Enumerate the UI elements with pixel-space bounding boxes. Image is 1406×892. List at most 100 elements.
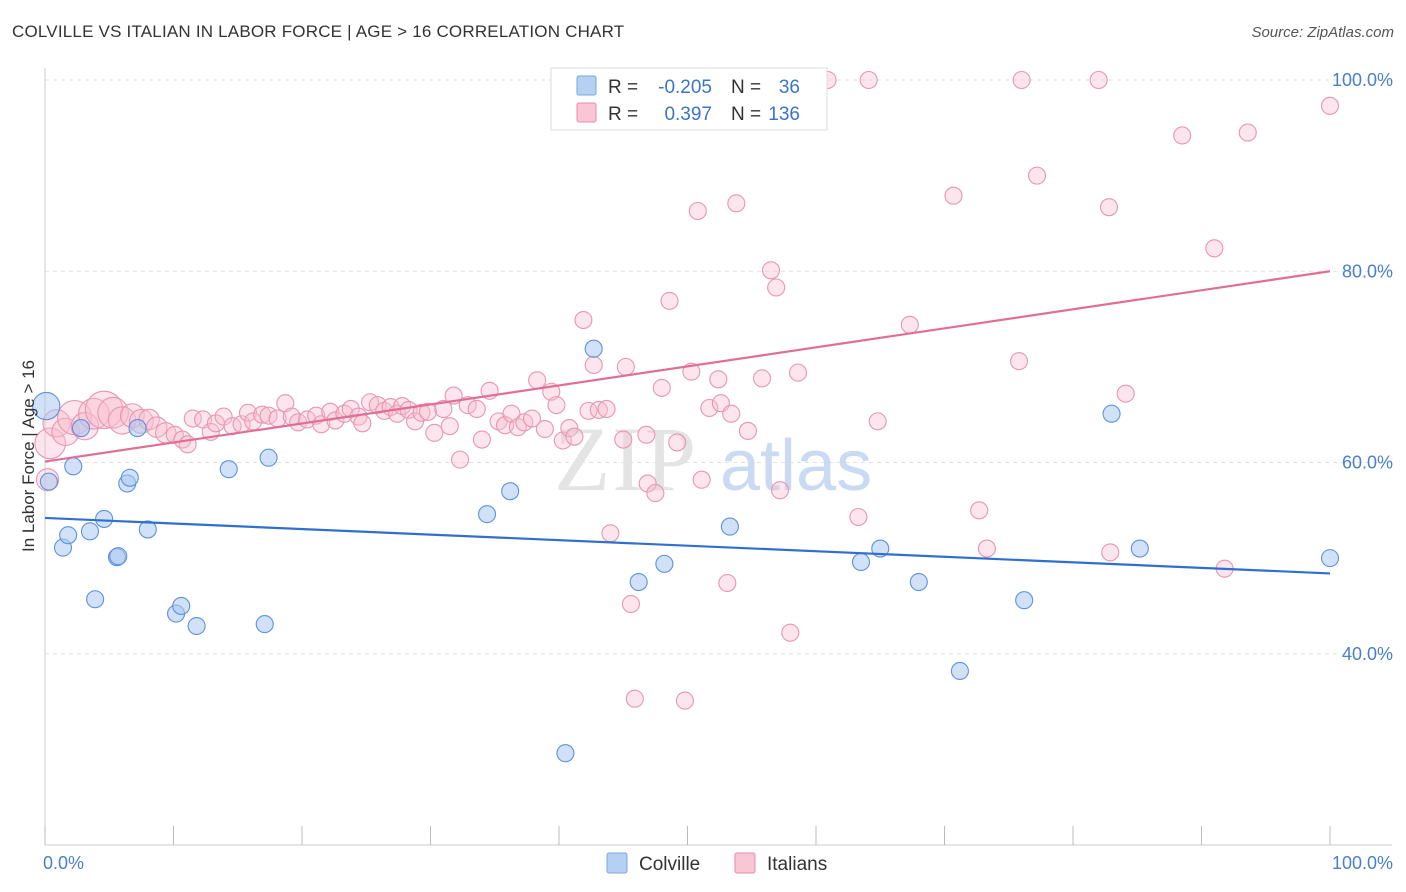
italians-point-77 [589, 400, 608, 419]
italians-point-97 [718, 573, 737, 593]
tick-labels: 40.0% 60.0% 80.0% 100.0% 0.0% 100.0% [43, 70, 1393, 873]
series-legend-swatch-italians [734, 852, 756, 874]
colville-point-18 [219, 460, 238, 479]
chart-title: COLVILLE VS ITALIAN IN LABOR FORCE | AGE… [12, 22, 625, 41]
italians-point-39 [341, 399, 360, 419]
colville-point-7 [86, 590, 105, 609]
legend: R = -0.205 N = 36 R = 0.397 N = 136 [550, 67, 828, 131]
legend-swatch-italians [576, 102, 597, 123]
italians-point-51 [418, 402, 437, 421]
series-legend-label-colville: Colville [639, 854, 700, 875]
italians-point-85 [638, 474, 657, 493]
colville-point-28 [851, 552, 871, 572]
italians-point-1 [34, 427, 66, 460]
italians-point-78 [597, 399, 616, 419]
legend-r-label-colville: R = [608, 77, 638, 98]
italians-point-73 [565, 427, 584, 446]
italians-point-109 [849, 507, 868, 527]
italians-point-27 [253, 405, 272, 424]
trend-line-italians [44, 270, 1331, 463]
italians-point-122 [1089, 70, 1108, 90]
colville-point-17 [187, 616, 206, 636]
italians-point-67 [528, 371, 547, 390]
italians-point-88 [660, 291, 679, 310]
legend-r-label-italians: R = [608, 104, 638, 125]
y-tick-label-60: 60.0% [1342, 453, 1393, 473]
italians-point-103 [761, 261, 781, 280]
italians-point-66 [522, 409, 542, 428]
series-legend-swatch-colville [606, 852, 628, 874]
colville-point-14 [138, 520, 157, 539]
series-legend: Colville Italians [606, 852, 827, 875]
italians-point-99 [727, 194, 746, 213]
colville-point-20 [259, 448, 278, 467]
legend-box [550, 67, 828, 131]
italians-point-82 [621, 594, 641, 614]
colville-point-12 [120, 468, 139, 487]
series-italians [34, 70, 1340, 710]
italians-point-114 [970, 501, 989, 520]
italians-point-90 [675, 691, 694, 710]
colville-point-30 [909, 572, 928, 592]
italians-point-127 [1320, 96, 1340, 115]
italians-point-41 [353, 414, 372, 433]
x-tick-label-100: 100.0% [1332, 853, 1393, 873]
y-tick-label-40: 40.0% [1342, 644, 1393, 664]
italians-point-22 [214, 407, 233, 426]
x-tick-label-0: 0.0% [43, 853, 84, 873]
legend-n-label-colville: N = [731, 77, 761, 98]
italians-point-112 [900, 315, 919, 334]
italians-point-86 [646, 484, 665, 503]
italians-point-92 [688, 201, 707, 221]
colville-point-19 [255, 615, 274, 634]
y-tick-label-100: 100.0% [1332, 70, 1393, 90]
italians-point-72 [560, 419, 579, 438]
italians-point-74 [574, 310, 593, 330]
italians-point-124 [1205, 239, 1224, 258]
colville-point-16 [172, 596, 191, 615]
trend-line-colville [44, 516, 1331, 575]
italians-point-95 [709, 370, 728, 389]
colville-point-25 [629, 572, 648, 592]
italians-point-52 [425, 423, 444, 442]
italians-point-59 [472, 430, 491, 449]
y-axis-label: In Labor Force | Age > 16 [19, 360, 38, 552]
colville-point-33 [1102, 404, 1121, 423]
colville-point-32 [1015, 591, 1034, 610]
italians-point-123 [1173, 126, 1192, 145]
italians-point-25 [238, 403, 258, 422]
colville-point-1 [39, 472, 58, 491]
italians-point-57 [458, 396, 477, 415]
colville-point-3 [59, 526, 78, 545]
legend-r-value-italians: 0.397 [664, 104, 712, 125]
watermark: ZIP atlas [554, 408, 872, 510]
legend-n-label-italians: N = [731, 104, 761, 125]
italians-point-53 [434, 399, 453, 419]
colville-point-35 [1320, 549, 1340, 568]
colville-point-27 [720, 517, 739, 536]
colville-point-26 [655, 554, 674, 573]
italians-point-87 [652, 378, 671, 397]
italians-point-89 [668, 433, 687, 452]
italians-point-106 [781, 623, 800, 642]
colville-point-5 [71, 419, 91, 438]
italians-point-8 [97, 396, 129, 429]
italians-point-80 [614, 430, 633, 449]
italians-point-119 [1099, 198, 1119, 217]
italians-point-70 [547, 396, 566, 415]
italians-point-58 [467, 399, 486, 419]
colville-point-8 [95, 509, 114, 528]
italians-point-50 [412, 403, 431, 422]
colville-point-13 [128, 419, 147, 438]
y-tick-label-80: 80.0% [1342, 261, 1393, 281]
italians-point-98 [722, 404, 741, 423]
italians-point-17 [178, 435, 197, 454]
italians-point-93 [692, 470, 711, 489]
italians-point-76 [584, 355, 603, 375]
colville-point-0 [32, 391, 61, 421]
colville-point-24 [584, 339, 603, 358]
italians-point-83 [625, 689, 644, 708]
italians-point-105 [770, 481, 790, 500]
italians-point-101 [752, 369, 772, 388]
